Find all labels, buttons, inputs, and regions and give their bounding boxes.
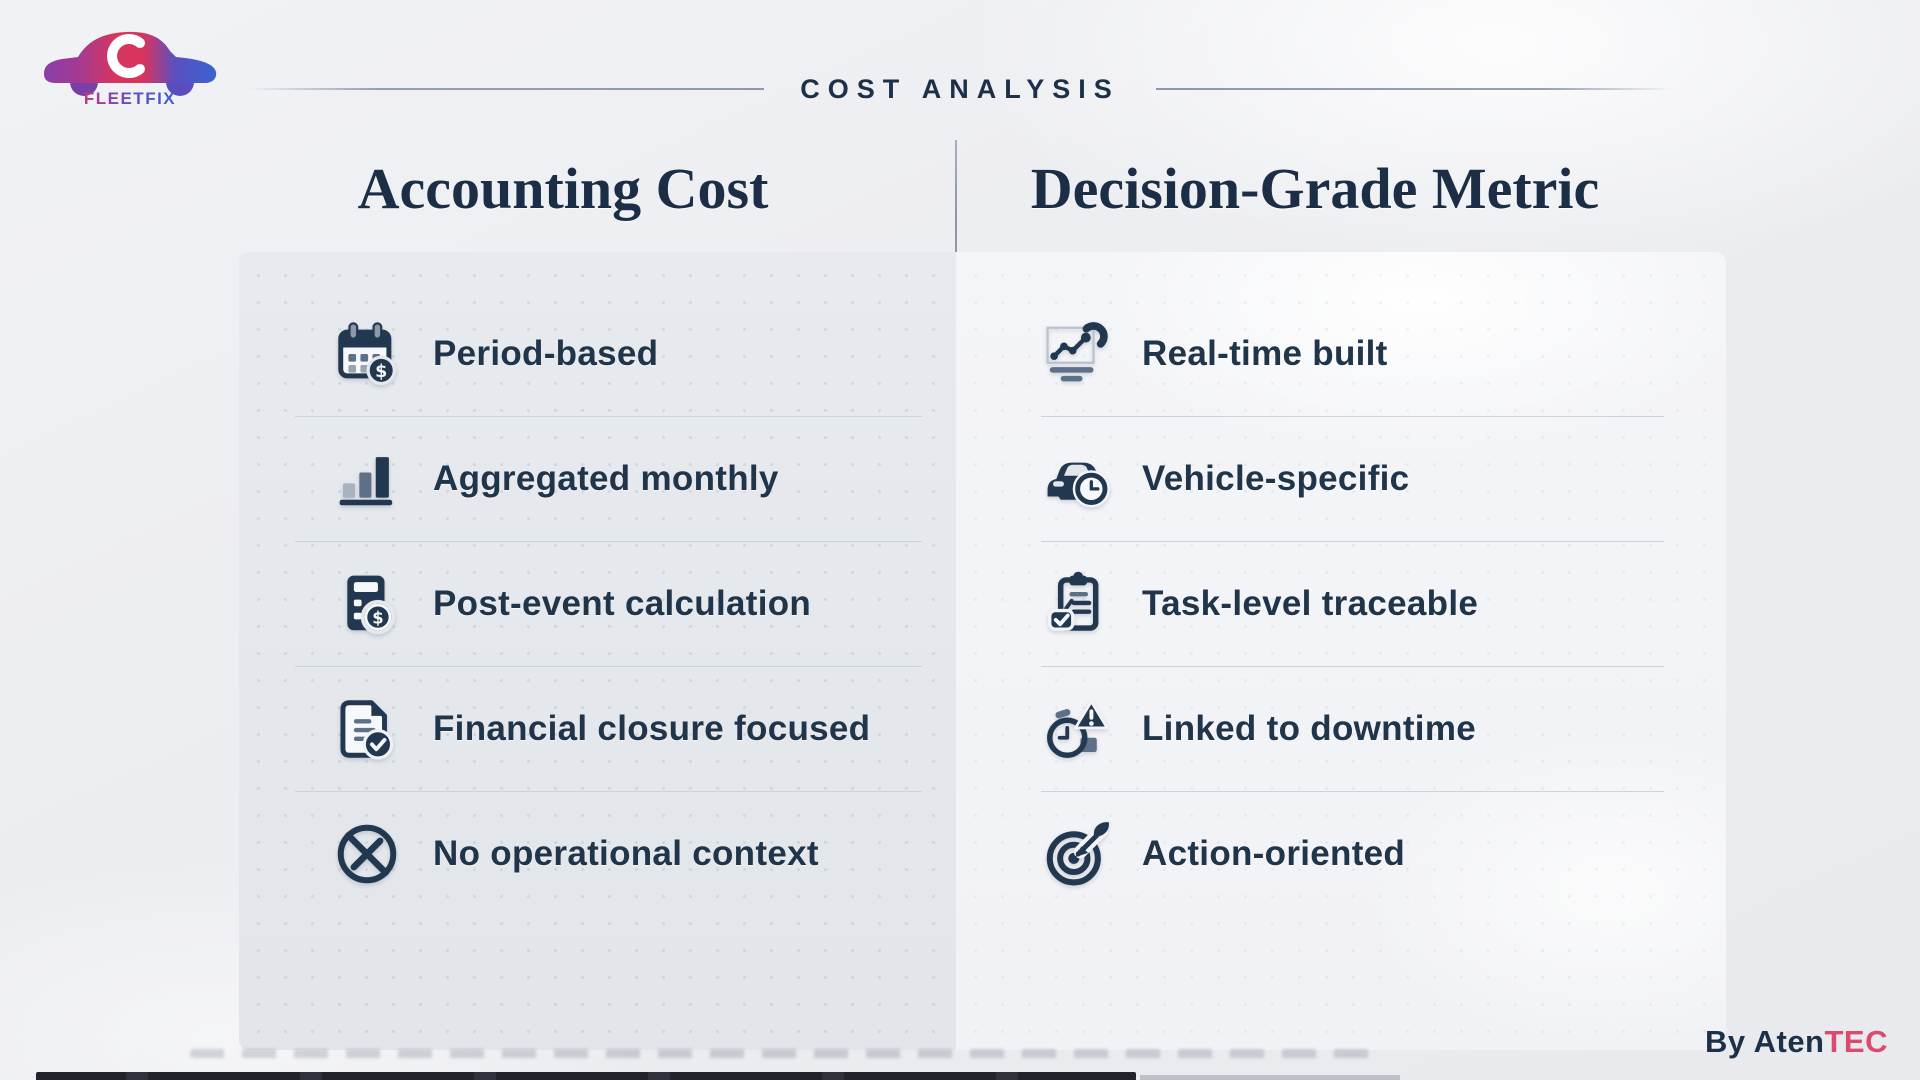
row-separator — [295, 416, 922, 417]
bar-chart-icon — [331, 443, 403, 515]
column-title-decision: Decision-Grade Metric — [1030, 156, 1600, 221]
document-check-icon — [331, 693, 403, 765]
svg-text:$: $ — [375, 362, 387, 382]
comparison-item: $ Period-based — [239, 292, 956, 416]
item-label: Period-based — [433, 334, 659, 373]
fleetfix-logo: FLEETFIX — [28, 16, 238, 112]
row-separator — [1041, 666, 1664, 667]
row-separator — [1041, 791, 1664, 792]
no-operations-icon — [331, 818, 403, 890]
comparison-item: Financial closure focused — [239, 667, 956, 791]
item-label: Aggregated monthly — [433, 459, 779, 498]
clipboard-check-icon — [1040, 568, 1112, 640]
item-label: Post-event calculation — [433, 584, 812, 623]
bottom-cropped-band — [36, 1072, 1136, 1080]
comparison-item: Action-oriented — [956, 792, 1726, 916]
item-label: Linked to downtime — [1142, 709, 1477, 748]
comparison-item: Task-level traceable — [956, 542, 1726, 666]
title-rule-right — [1155, 88, 1676, 90]
item-label: No operational context — [433, 834, 819, 873]
item-label: Task-level traceable — [1142, 584, 1479, 623]
cropped-text-ghost — [190, 1049, 1380, 1058]
comparison-item: Aggregated monthly — [239, 417, 956, 541]
credit-prefix: By Aten — [1705, 1024, 1825, 1059]
title-row: COST ANALYSIS — [245, 72, 1676, 106]
clock-alert-icon — [1040, 693, 1112, 765]
comparison-item: Linked to downtime — [956, 667, 1726, 791]
calculator-dollar-icon: $ — [331, 568, 403, 640]
row-separator — [1041, 541, 1664, 542]
svg-text:$: $ — [372, 609, 383, 628]
title-rule-left — [245, 88, 765, 90]
page-title: COST ANALYSIS — [800, 73, 1120, 104]
logo-wordmark: FLEETFIX — [84, 89, 176, 108]
comparison-item: Vehicle-specific — [956, 417, 1726, 541]
credit-suffix: TEC — [1824, 1024, 1888, 1059]
accounting-cost-panel: $ Period-based Aggregated monthly $ Post… — [239, 252, 956, 1050]
bottom-cropped-band-light — [1140, 1075, 1400, 1080]
item-label: Action-oriented — [1142, 834, 1406, 873]
item-label: Vehicle-specific — [1142, 459, 1410, 498]
comparison-item: $ Post-event calculation — [239, 542, 956, 666]
car-clock-icon — [1040, 443, 1112, 515]
fleetfix-car-icon: FLEETFIX — [44, 31, 217, 108]
row-separator — [1041, 416, 1664, 417]
comparison-panels: $ Period-based Aggregated monthly $ Post… — [239, 252, 1726, 1050]
calendar-dollar-icon: $ — [331, 318, 403, 390]
row-separator — [295, 541, 922, 542]
row-separator — [295, 791, 922, 792]
target-arrow-icon — [1040, 818, 1112, 890]
monitor-trend-icon — [1040, 318, 1112, 390]
row-separator — [295, 666, 922, 667]
item-label: Real-time built — [1142, 334, 1388, 373]
item-label: Financial closure focused — [433, 709, 871, 748]
comparison-item: No operational context — [239, 792, 956, 916]
decision-grade-panel: Real-time built Vehicle-specific Task-le… — [956, 252, 1726, 1050]
comparison-item: Real-time built — [956, 292, 1726, 416]
column-title-accounting: Accounting Cost — [357, 156, 769, 221]
credit: By AtenTEC — [1705, 1024, 1888, 1060]
